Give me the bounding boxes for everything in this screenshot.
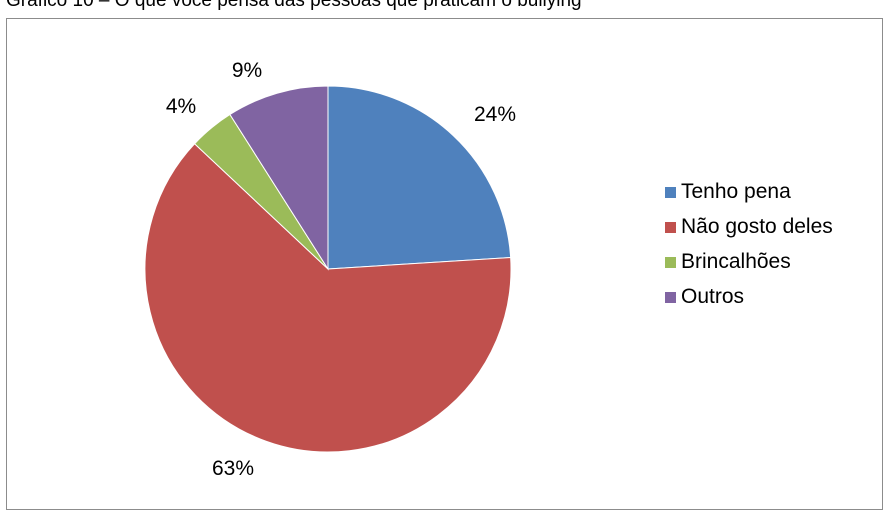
legend-swatch <box>665 256 676 268</box>
chart-area <box>6 18 883 510</box>
legend-item-brincalhoes: Brincalhões <box>665 246 833 278</box>
legend-item-nao-gosto-deles: Não gosto deles <box>665 211 833 243</box>
pie-slices <box>144 85 512 453</box>
pie-data-label-3: 4% <box>166 95 196 118</box>
pie-data-label-1: 24% <box>474 103 516 126</box>
legend-label: Outros <box>681 285 745 308</box>
pie-data-labels: 24% 63% 4% 9% <box>166 59 516 480</box>
legend-label: Não gosto deles <box>681 215 833 238</box>
pie-slice-1 <box>327 85 512 270</box>
chart-caption: Gráfico 10 – O que você pensa das pessoa… <box>6 0 582 11</box>
legend-swatch <box>665 186 676 198</box>
legend-item-outros: Outros <box>665 281 833 313</box>
legend-label: Tenho pena <box>681 180 791 203</box>
pie-slice-4 <box>229 85 329 271</box>
pie-data-label-2: 63% <box>212 457 254 480</box>
legend-label: Brincalhões <box>681 250 791 273</box>
legend-item-tenho-pena: Tenho pena <box>665 176 833 208</box>
legend-swatch <box>665 221 676 233</box>
legend-swatch <box>665 291 676 303</box>
pie-slice-2 <box>144 143 512 453</box>
legend: Tenho pena Não gosto deles Brincalhões O… <box>665 176 833 313</box>
pie-data-label-4: 9% <box>232 59 262 82</box>
